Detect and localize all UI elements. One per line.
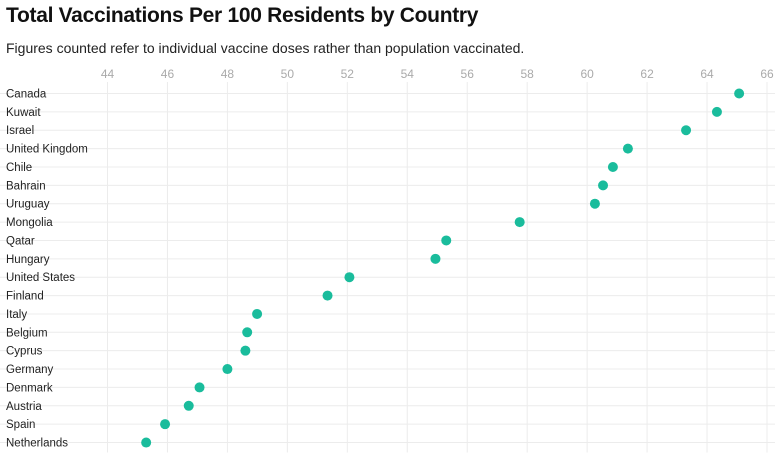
category-label: Bahrain [6, 180, 46, 192]
category-label: Cyprus [6, 346, 43, 358]
data-point [160, 419, 171, 430]
data-point [242, 327, 253, 338]
data-point [141, 437, 152, 448]
category-label: Israel [6, 125, 34, 137]
category-label: United Kingdom [6, 144, 88, 156]
category-label: Netherlands [6, 438, 68, 450]
data-point [622, 143, 633, 154]
x-tick-label: 50 [281, 67, 295, 81]
data-point [589, 198, 600, 209]
data-point [430, 253, 441, 264]
category-label: Chile [6, 162, 32, 174]
x-tick-label: 48 [221, 67, 235, 81]
data-point [322, 290, 333, 301]
category-label: United States [6, 272, 75, 284]
data-point [607, 161, 618, 172]
data-point [344, 272, 355, 283]
category-label: Finland [6, 291, 44, 303]
chart-subtitle: Figures counted refer to individual vacc… [6, 40, 525, 56]
category-label: Mongolia [6, 217, 53, 229]
category-label: Kuwait [6, 107, 41, 119]
data-point [183, 400, 194, 411]
category-label: Spain [6, 419, 35, 431]
x-tick-label: 56 [461, 67, 475, 81]
chart-title: Total Vaccinations Per 100 Residents by … [6, 4, 479, 27]
category-label: Hungary [6, 254, 50, 266]
category-label: Belgium [6, 327, 48, 339]
x-tick-label: 66 [760, 67, 774, 81]
x-tick-label: 64 [700, 67, 714, 81]
category-label: Denmark [6, 382, 53, 394]
category-label: Italy [6, 309, 27, 321]
x-tick-label: 60 [580, 67, 594, 81]
data-point [240, 345, 251, 356]
x-tick-label: 62 [640, 67, 654, 81]
category-label: Austria [6, 401, 42, 413]
data-point [598, 180, 609, 191]
category-label: Qatar [6, 235, 35, 247]
data-point [734, 88, 745, 99]
data-point [514, 217, 525, 228]
category-label: Uruguay [6, 199, 50, 211]
data-point [681, 125, 692, 136]
x-tick-label: 44 [101, 67, 115, 81]
x-tick-label: 58 [521, 67, 535, 81]
data-point [252, 308, 263, 319]
data-point [194, 382, 205, 393]
x-tick-label: 54 [401, 67, 415, 81]
data-point [441, 235, 452, 246]
x-tick-label: 52 [341, 67, 355, 81]
data-point [222, 364, 233, 375]
x-tick-label: 46 [161, 67, 175, 81]
category-label: Canada [6, 89, 47, 101]
data-point [711, 106, 722, 117]
category-label: Germany [6, 364, 54, 376]
